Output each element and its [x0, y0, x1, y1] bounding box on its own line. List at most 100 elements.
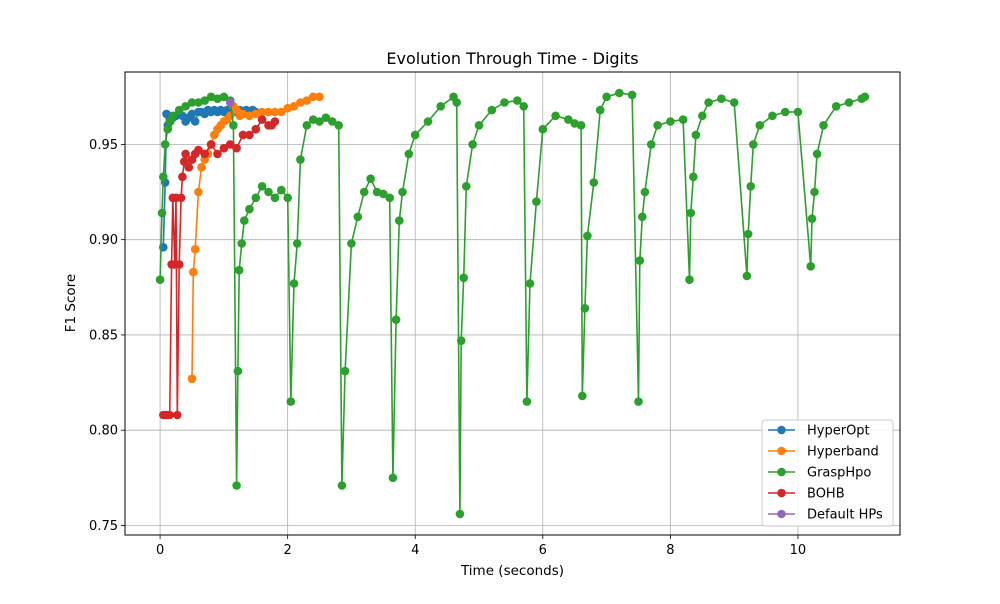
data-point: [237, 239, 246, 248]
data-point: [194, 187, 203, 197]
data-point: [168, 111, 178, 121]
data-point: [500, 98, 509, 107]
data-point: [257, 107, 267, 117]
data-point: [187, 98, 197, 107]
y-tick-label: 0.95: [89, 138, 118, 153]
data-point: [452, 98, 462, 107]
data-point: [812, 149, 822, 159]
data-point: [184, 163, 194, 172]
y-tick-label: 0.90: [89, 233, 118, 248]
x-axis-label: Time (seconds): [460, 563, 564, 579]
legend-label: BOHB: [807, 487, 845, 502]
data-point: [456, 336, 466, 346]
data-point: [159, 172, 168, 182]
data-point: [410, 130, 420, 140]
data-point: [337, 481, 347, 490]
data-point: [746, 182, 755, 191]
data-point: [404, 149, 414, 159]
data-point: [283, 193, 293, 203]
data-point: [385, 193, 395, 203]
data-point: [302, 121, 312, 130]
data-point: [286, 397, 296, 406]
legend-entry: BOHB: [768, 487, 845, 502]
data-point: [627, 90, 637, 100]
series-layer: [155, 88, 870, 519]
data-point: [257, 115, 267, 124]
data-point: [328, 117, 337, 126]
data-point: [245, 130, 254, 140]
data-point: [315, 92, 324, 102]
legend-label: Default HPs: [807, 508, 883, 523]
y-tick-label: 0.75: [89, 519, 118, 534]
data-point: [468, 140, 477, 149]
data-point: [197, 163, 206, 172]
y-tick-label: 0.80: [89, 424, 118, 439]
data-point: [638, 212, 647, 222]
data-point: [187, 374, 197, 384]
data-point: [698, 111, 707, 121]
data-point: [583, 231, 592, 241]
data-point: [595, 105, 605, 115]
axis-ticks: 0 2 4 6 8 10 0.75 0.80 0.85 0.90 0.95: [89, 138, 806, 558]
data-point: [793, 107, 803, 117]
data-point: [219, 92, 229, 102]
data-point: [270, 117, 280, 126]
plot-frame: [124, 71, 901, 536]
data-point: [229, 121, 238, 130]
legend-entry: GraspHpo: [768, 466, 871, 481]
data-point: [388, 473, 398, 483]
data-point: [844, 98, 854, 107]
data-point: [277, 107, 286, 117]
legend-entry: HyperOpt: [768, 424, 870, 439]
data-point: [379, 189, 388, 199]
data-point: [525, 279, 535, 288]
data-point: [589, 178, 599, 187]
legend-box: [761, 419, 894, 527]
data-point: [564, 115, 573, 124]
data-point: [334, 121, 344, 130]
data-point: [270, 107, 280, 117]
legend-marker: [777, 509, 786, 519]
data-point: [640, 187, 650, 197]
data-point: [831, 102, 841, 111]
data-point: [347, 239, 356, 248]
legend-marker: [777, 446, 786, 456]
data-point: [173, 410, 182, 420]
data-point: [807, 214, 817, 223]
data-point: [538, 124, 548, 134]
data-point: [292, 239, 302, 248]
data-point: [289, 102, 299, 111]
data-point: [189, 267, 198, 277]
data-point: [602, 92, 611, 102]
data-point: [691, 130, 701, 140]
data-point: [308, 92, 318, 102]
data-point: [729, 98, 739, 107]
legend-label: Hyperband: [807, 445, 879, 460]
data-point: [819, 121, 828, 130]
data-point: [213, 149, 222, 159]
data-point: [206, 140, 216, 149]
data-point: [238, 130, 248, 140]
data-point: [234, 265, 244, 275]
data-point: [232, 481, 241, 490]
data-point: [743, 229, 753, 239]
data-point: [174, 260, 184, 269]
x-tick-label: 0: [156, 543, 164, 558]
data-point: [157, 208, 167, 218]
data-point: [806, 262, 815, 271]
data-point: [755, 121, 764, 130]
data-point: [240, 216, 249, 225]
data-point: [353, 212, 363, 222]
data-point: [768, 111, 777, 121]
data-point: [315, 117, 324, 126]
data-point: [165, 410, 174, 420]
legend: HyperOpt Hyperband GraspHpo BOHB Default HPs: [761, 419, 894, 527]
data-point: [860, 92, 870, 102]
legend-label: GraspHpo: [807, 466, 871, 481]
data-point: [686, 208, 696, 218]
data-point: [251, 124, 261, 134]
data-point: [289, 279, 299, 288]
data-point: [190, 117, 200, 126]
data-point: [277, 185, 286, 195]
